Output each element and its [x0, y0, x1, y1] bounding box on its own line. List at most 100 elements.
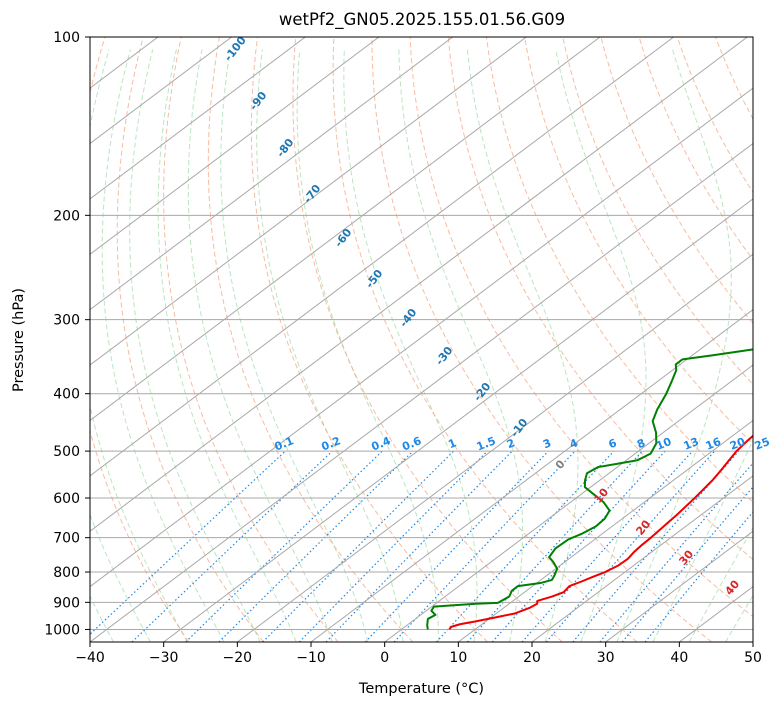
tan-reference-line [0, 32, 57, 642]
isotherm-line [90, 37, 748, 532]
mixing-ratio-label: 10 [654, 435, 673, 453]
moist-adiabat-line [555, 49, 647, 642]
dry-adiabat-line [486, 37, 753, 503]
moist-adiabat-line [101, 49, 225, 642]
mixing-ratio-label: 13 [682, 435, 701, 453]
dry-adiabat-line [90, 37, 190, 642]
mixing-ratio-line [218, 450, 414, 642]
isobar-gridlines [90, 37, 753, 630]
y-tick-label: 400 [53, 387, 80, 403]
dry-adiabat-line [751, 32, 775, 642]
mixing-ratio-label: 25 [753, 435, 772, 453]
mixing-ratio-line [298, 450, 488, 642]
mixing-ratio-label: 30 [773, 435, 775, 453]
mixing-ratio-line [644, 510, 753, 642]
moist-adiabat-label: 20 [633, 517, 653, 537]
y-tick-label: 700 [53, 531, 80, 547]
dry-adiabat-label: -80 [274, 136, 297, 160]
dry-adiabat-label: -40 [397, 306, 420, 330]
adiabat-labels: -100-90-80-70-60-50-40-30-20-10 01020304… [222, 34, 775, 598]
mixing-ratio-line [185, 450, 383, 642]
x-tick-label: 30 [597, 650, 615, 666]
dry-adiabat-label: -20 [471, 380, 494, 404]
moist-adiabat-line [466, 49, 579, 642]
moist-adiabat-label: 40 [722, 577, 742, 597]
mixing-ratio-line [90, 450, 286, 636]
isotherm-line [90, 37, 674, 477]
moist-adiabat-line [343, 49, 478, 642]
moist-adiabats [0, 32, 753, 642]
mixing-ratio-line [364, 450, 549, 642]
moist-adiabat-line [398, 49, 524, 642]
isotherm-line [90, 37, 527, 366]
dry-adiabat-label: -70 [301, 182, 324, 206]
dewpoint-profile-line [426, 348, 753, 630]
y-axis-ticks: 100 200 300 400 500 600 700 800 900 1000 [44, 30, 90, 638]
dry-adiabat-line [676, 37, 753, 194]
mixing-ratio-label: 4 [568, 436, 580, 451]
y-tick-label: 200 [53, 208, 80, 224]
mixing-ratio-line [621, 486, 753, 642]
x-tick-label: 50 [744, 650, 762, 666]
chart-title: wetPf2_GN05.2025.155.01.56.G09 [279, 10, 565, 30]
mixing-ratio-label: 6 [607, 436, 619, 451]
mixing-ratio-line [467, 450, 643, 642]
mixing-ratio-line [435, 450, 615, 642]
mixing-ratio-label: 16 [704, 435, 723, 453]
y-tick-label: 1000 [44, 622, 80, 638]
dry-adiabat-line [116, 37, 264, 642]
dry-adiabat-line [250, 37, 488, 642]
dry-adiabat-line [714, 37, 753, 121]
dry-adiabat-line [163, 37, 339, 642]
isotherm-line [384, 364, 753, 642]
dry-adiabat-label: -100 [222, 34, 249, 64]
x-axis-title: Temperature (°C) [358, 681, 484, 697]
isotherm-line [90, 87, 753, 588]
x-tick-label: −20 [223, 650, 253, 666]
mixing-ratio-line [545, 450, 716, 642]
x-axis-ticks: −40 −30 −20 −10 0 10 20 30 40 50 [75, 642, 762, 666]
moist-adiabat-line [90, 594, 114, 642]
moist-adiabat-label: 30 [676, 547, 696, 567]
mixing-ratio-line [262, 450, 455, 642]
mixing-ratio-lines [90, 450, 753, 642]
isotherm-line [163, 198, 753, 642]
isotherm-line [90, 37, 232, 145]
dry-adiabats [90, 32, 775, 642]
y-tick-label: 100 [53, 30, 80, 46]
mixing-ratio-label: 20 [728, 435, 747, 453]
x-tick-label: −40 [75, 650, 105, 666]
moist-adiabat-line [157, 49, 297, 642]
moist-adiabat-line [616, 49, 732, 642]
dry-adiabat-label: -30 [433, 344, 456, 368]
y-axis-title: Pressure (hPa) [11, 288, 27, 392]
dry-adiabat-line [409, 37, 753, 618]
dry-adiabat-line [292, 37, 563, 642]
isotherm-line [0, 37, 11, 642]
y-tick-label: 500 [53, 444, 80, 460]
dry-adiabat-line [524, 37, 753, 445]
plot-frame [89, 36, 754, 643]
mixing-ratio-line [131, 450, 333, 642]
moist-adiabat-line [296, 49, 439, 642]
x-tick-label: 0 [380, 650, 389, 666]
sounding-profiles [426, 348, 753, 631]
isotherm-line [531, 475, 753, 642]
dry-adiabat-line [207, 37, 414, 642]
isotherm-gridlines [0, 37, 753, 642]
background-reference-lines [0, 32, 775, 642]
isotherm-line [90, 37, 306, 200]
isotherm-line [310, 309, 753, 642]
moist-adiabat-line [652, 439, 753, 642]
y-tick-label: 300 [53, 313, 80, 329]
mixing-ratio-label: 3 [541, 436, 553, 451]
mixing-ratio-line [599, 462, 753, 642]
dry-adiabat-label: -90 [247, 89, 270, 113]
dry-adiabat-line [447, 37, 753, 561]
x-tick-label: 10 [449, 650, 467, 666]
isotherm-line [237, 253, 753, 642]
x-tick-label: 20 [523, 650, 541, 666]
x-tick-label: −10 [296, 650, 326, 666]
y-tick-label: 800 [53, 565, 80, 581]
